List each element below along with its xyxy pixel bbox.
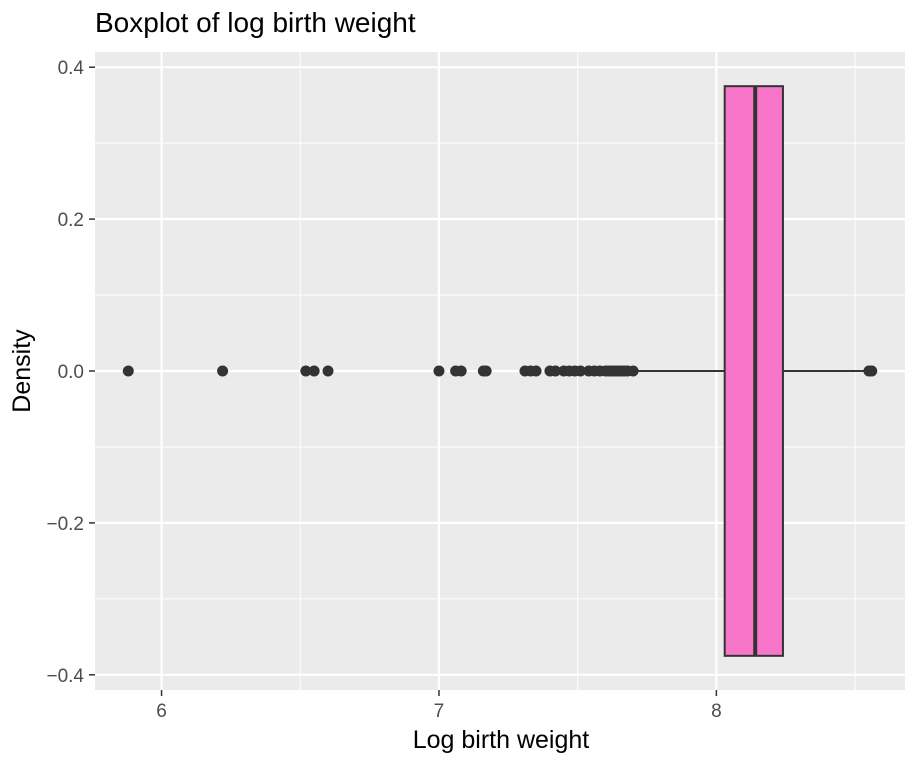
outlier-point — [455, 365, 467, 377]
outlier-point — [530, 365, 542, 377]
y-axis-title: Density — [8, 329, 36, 413]
outlier-point — [480, 365, 492, 377]
outlier-point — [866, 365, 878, 377]
x-axis: 6 7 8 — [156, 690, 722, 722]
outlier-point — [433, 365, 445, 377]
x-axis-title: Log birth weight — [413, 726, 590, 754]
y-tick-label: 0.0 — [58, 362, 84, 383]
y-tick-label: −0.2 — [46, 514, 84, 535]
chart-title: Boxplot of log birth weight — [95, 7, 416, 38]
x-tick-label: 8 — [711, 701, 722, 722]
outlier-point — [574, 365, 586, 377]
outlier-point — [308, 365, 320, 377]
y-tick-label: 0.4 — [58, 58, 85, 79]
box — [723, 85, 784, 657]
outlier-points — [122, 365, 878, 377]
outlier-point — [122, 365, 134, 377]
x-tick-label: 7 — [434, 701, 445, 722]
y-tick-label: 0.2 — [58, 210, 84, 231]
outlier-point — [549, 365, 561, 377]
y-tick-label: −0.4 — [46, 666, 84, 687]
outlier-point — [322, 365, 334, 377]
x-tick-label: 6 — [156, 701, 167, 722]
outlier-point — [627, 365, 639, 377]
outlier-point — [217, 365, 229, 377]
y-axis: 0.4 0.2 0.0 −0.2 −0.4 — [46, 58, 95, 687]
outlier-point — [300, 365, 312, 377]
